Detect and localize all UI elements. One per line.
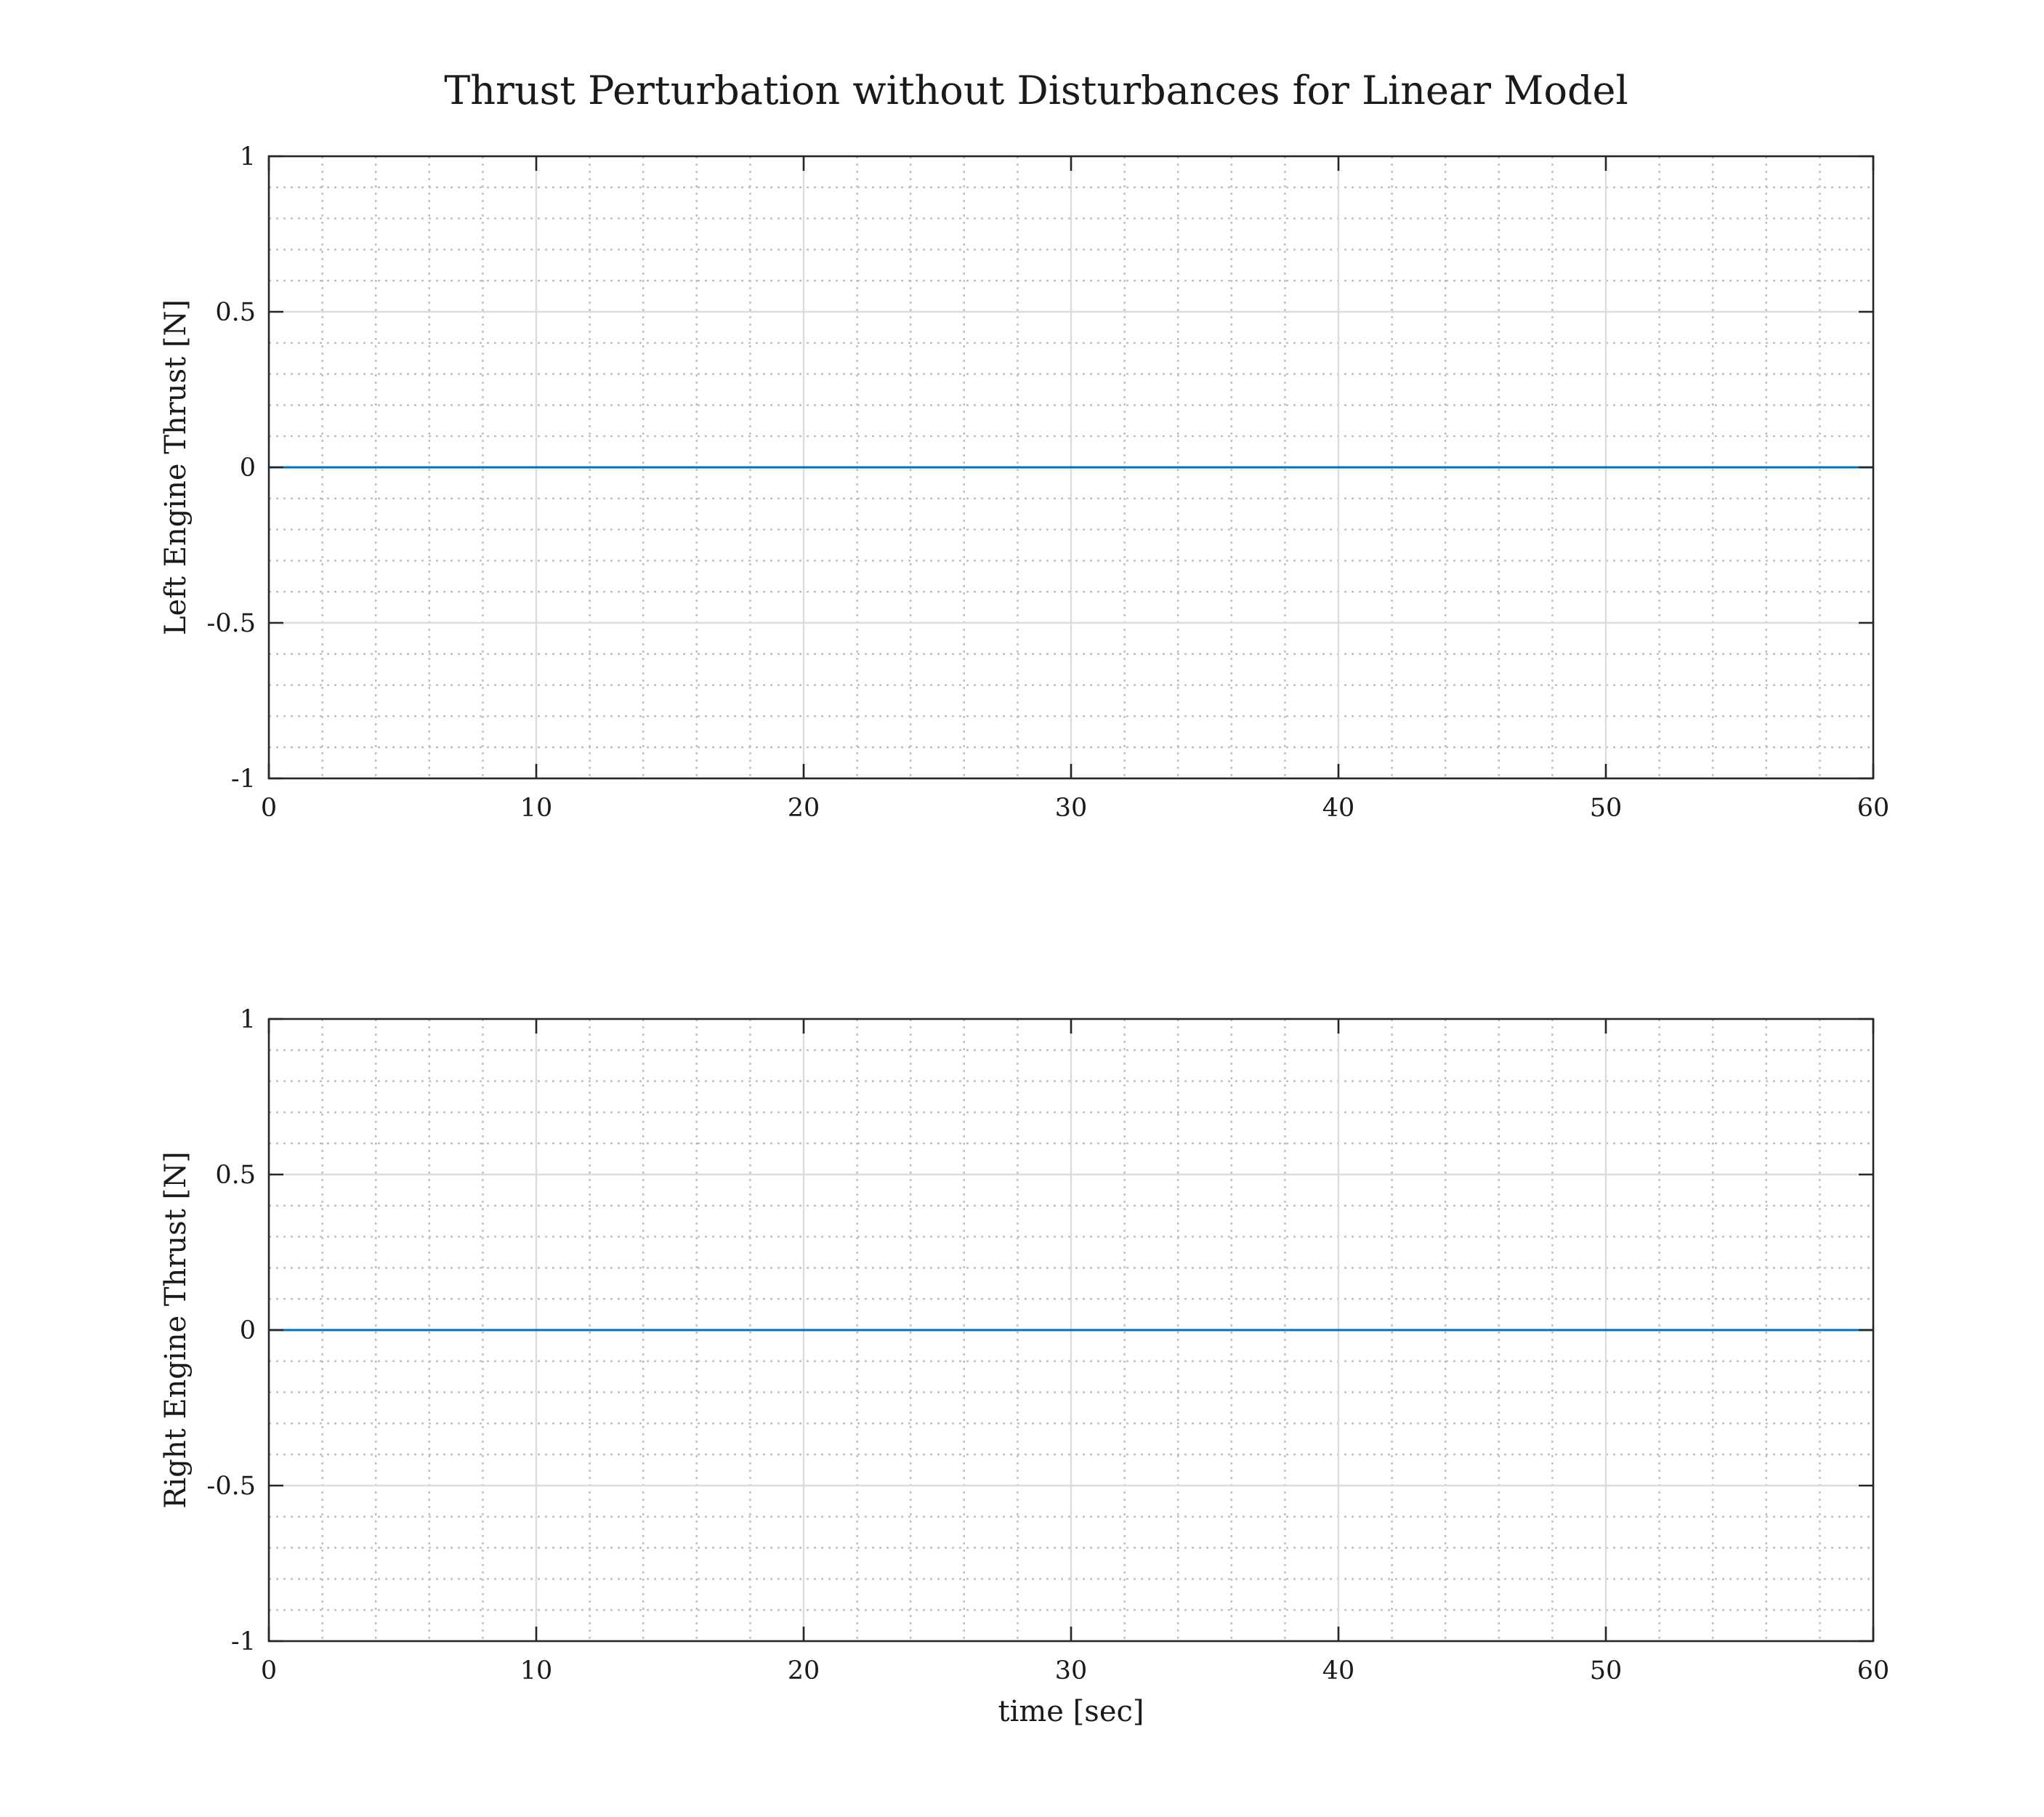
top-x-tick-label: 10 — [520, 794, 553, 823]
top-y-tick-label: -0.5 — [207, 609, 256, 638]
bottom-y-tick-label: -1 — [231, 1627, 256, 1656]
top-y-tick-label: 0 — [240, 454, 256, 483]
top-x-tick-label: 40 — [1322, 794, 1355, 823]
bottom-y-tick-label: 0 — [240, 1316, 256, 1345]
bottom-plot-right-engine: 0 10 20 30 40 50 60 -1 -0.5 0 0.5 1 Right Engine Thr… — [159, 1005, 1889, 1728]
top-y-tick-label: -1 — [231, 765, 256, 794]
top-x-tick-label: 60 — [1857, 794, 1890, 823]
bottom-y-tick-label: -0.5 — [207, 1472, 256, 1501]
bottom-y-tick-label: 0.5 — [215, 1161, 256, 1190]
bottom-x-tick-label: 10 — [520, 1656, 553, 1685]
bottom-x-tick-label: 40 — [1322, 1656, 1355, 1685]
bottom-x-tick-label: 20 — [788, 1656, 820, 1685]
top-x-tick-label: 0 — [261, 794, 277, 823]
bottom-x-tick-label: 30 — [1055, 1656, 1088, 1685]
bottom-x-tick-label: 60 — [1857, 1656, 1890, 1685]
top-x-tick-label: 50 — [1590, 794, 1623, 823]
bottom-x-axis-label: time [sec] — [998, 1695, 1144, 1728]
bottom-x-tick-label: 50 — [1590, 1656, 1623, 1685]
top-plot-left-engine: 0 10 20 30 40 50 60 -1 -0.5 0 0.5 1 Left Engine Thru… — [159, 142, 1889, 823]
top-y-axis-label: Left Engine Thrust [N] — [159, 299, 193, 635]
top-x-tick-label: 20 — [788, 794, 820, 823]
bottom-y-tick-label: 1 — [240, 1005, 256, 1034]
top-x-tick-label: 30 — [1055, 794, 1088, 823]
top-y-tick-label: 0.5 — [215, 298, 256, 327]
figure-title: Thrust Perturbation without Disturbances… — [444, 68, 1628, 113]
bottom-x-tick-label: 0 — [261, 1656, 277, 1685]
top-y-tick-label: 1 — [240, 142, 256, 172]
bottom-y-axis-label: Right Engine Thrust [N] — [159, 1151, 193, 1508]
